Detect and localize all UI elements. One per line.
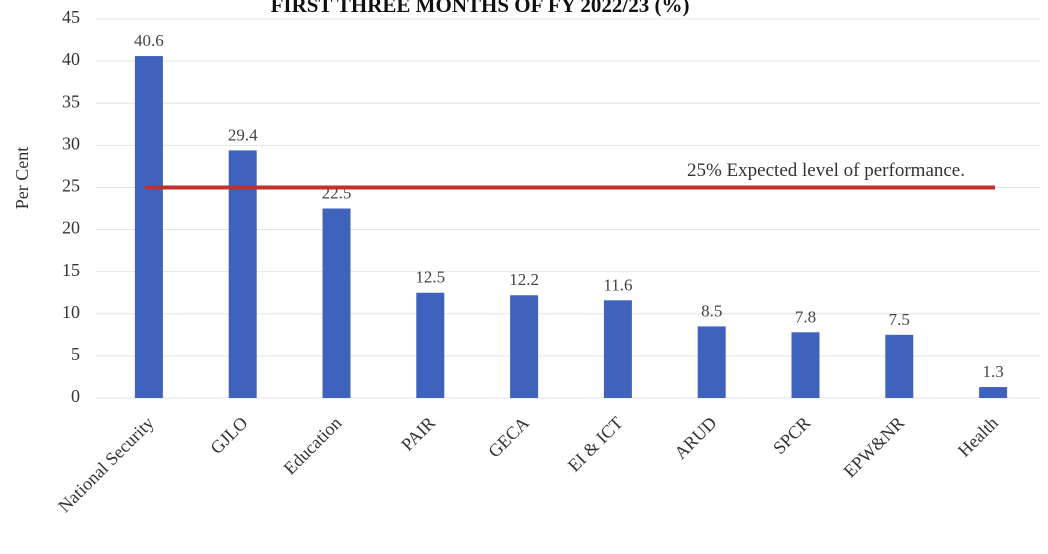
value-label: 7.8 — [795, 307, 816, 326]
value-label: 7.5 — [889, 310, 910, 329]
x-tick-label: GECA — [484, 413, 533, 462]
bar — [416, 292, 445, 398]
value-label: 40.6 — [134, 31, 164, 50]
x-tick-label: PAIR — [397, 413, 439, 455]
x-tick-label: National Security — [54, 413, 158, 517]
value-label: 12.2 — [509, 270, 539, 289]
value-label: 29.4 — [228, 125, 258, 144]
value-label: 11.6 — [603, 275, 632, 294]
value-label: 1.3 — [982, 362, 1003, 381]
bar — [697, 326, 726, 398]
bar — [885, 334, 914, 398]
y-axis-label: Per Cent — [12, 147, 32, 210]
y-tick-label: 25 — [62, 176, 80, 196]
bar — [510, 295, 539, 398]
value-label: 12.5 — [415, 268, 445, 287]
x-tick-label: Health — [954, 413, 1002, 461]
y-tick-label: 20 — [62, 218, 80, 238]
x-tick-label: EI & ICT — [564, 413, 627, 476]
y-tick-label: 15 — [62, 260, 80, 280]
y-tick-label: 45 — [62, 7, 80, 27]
x-tick-label: SPCR — [769, 413, 814, 458]
y-tick-label: 0 — [71, 386, 80, 406]
y-tick-label: 40 — [62, 49, 80, 69]
y-tick-label: 5 — [71, 344, 80, 364]
value-label: 8.5 — [701, 301, 722, 320]
reference-label: 25% Expected level of performance. — [687, 160, 965, 181]
x-tick-label: EPW&NR — [840, 413, 909, 482]
bar — [134, 56, 163, 399]
y-tick-label: 30 — [62, 133, 80, 153]
bar — [228, 150, 257, 398]
y-tick-label: 35 — [62, 91, 80, 111]
y-tick-label: 10 — [62, 302, 80, 322]
x-tick-label: ARUD — [670, 413, 720, 463]
bar — [979, 387, 1008, 398]
x-tick-label: GJLO — [206, 413, 251, 458]
chart-title: FIRST THREE MONTHS OF FY 2022/23 (%) — [271, 0, 690, 17]
x-tick-label: Education — [280, 413, 346, 479]
bar — [603, 300, 632, 398]
bar — [322, 208, 351, 398]
bar — [791, 332, 820, 398]
